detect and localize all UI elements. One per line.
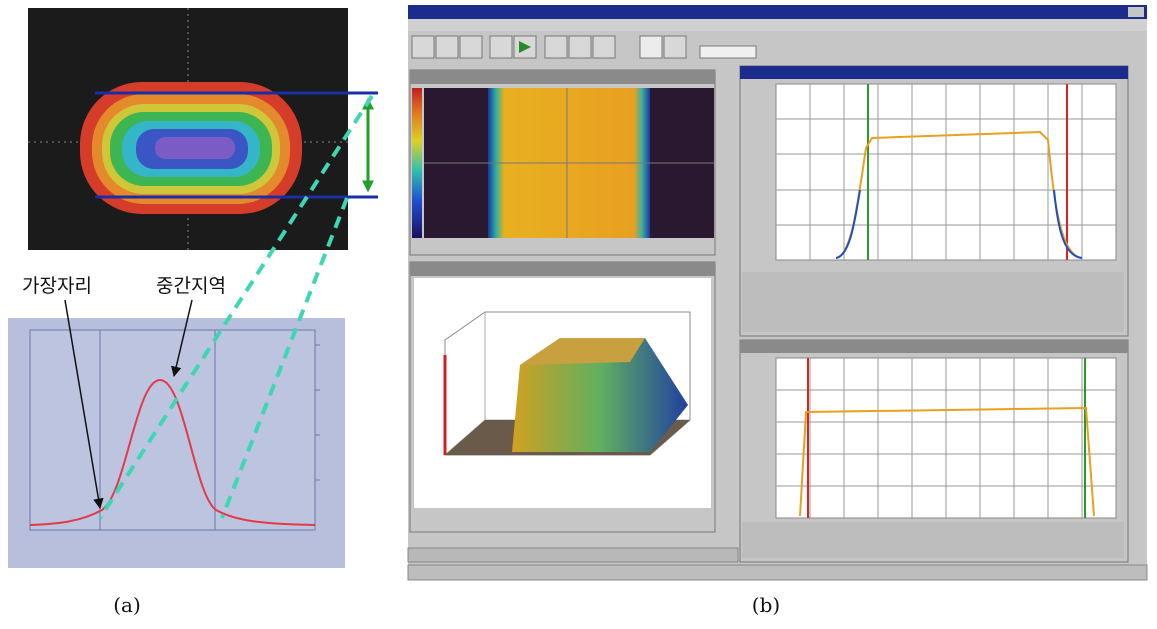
caption-b: (b) [752, 593, 780, 617]
profile-window-bottom [739, 339, 1129, 563]
range-lines [95, 91, 378, 199]
projection-lines [98, 94, 374, 520]
center-arrow [171, 299, 193, 378]
profile-window-top [739, 65, 1129, 337]
profile-plot [8, 318, 345, 568]
edge-label: 가장자리 [22, 275, 92, 297]
beam-image [28, 8, 348, 250]
surface-window [409, 261, 716, 533]
image-window [409, 69, 716, 256]
center-label: 중간지역 [156, 275, 226, 297]
edge-arrow [64, 299, 104, 510]
caption-a: (a) [113, 593, 141, 617]
